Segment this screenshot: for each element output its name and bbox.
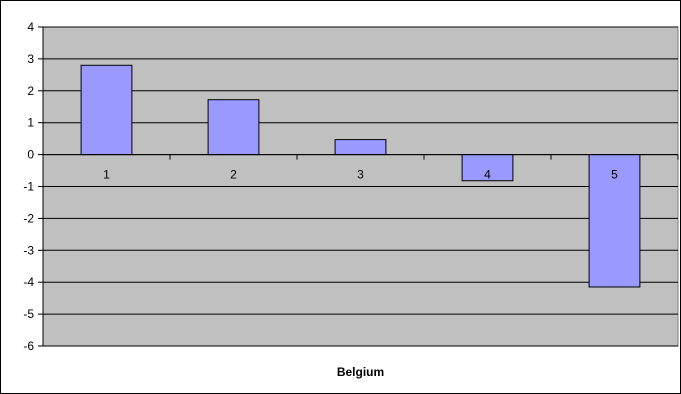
y-tick-label: 4 <box>27 20 34 34</box>
gridlines <box>43 26 678 347</box>
y-tick-label: -2 <box>23 211 34 225</box>
y-tick-label: 2 <box>27 84 34 98</box>
y-tick-label: 1 <box>27 116 34 130</box>
y-tick-label: -5 <box>23 307 34 321</box>
x-axis-title: Belgium <box>337 365 384 379</box>
x-tick-label: 1 <box>103 168 110 182</box>
y-tick-label: 3 <box>27 52 34 66</box>
bars <box>80 64 641 288</box>
x-tick-label: 2 <box>230 168 237 182</box>
y-tick-label: 0 <box>27 148 34 162</box>
y-tick-label: -3 <box>23 243 34 257</box>
x-tick-label: 4 <box>484 168 491 182</box>
bar <box>588 154 641 288</box>
y-tick-label: -4 <box>23 275 34 289</box>
x-tick-label: 5 <box>611 168 618 182</box>
bar <box>334 139 387 156</box>
y-tick-label: -1 <box>23 180 34 194</box>
x-tick-label: 3 <box>357 168 364 182</box>
bar <box>207 99 260 156</box>
y-tick-label: -6 <box>23 339 34 353</box>
y-axis: -6 -5 -4 -3 -2 -1 0 1 2 3 4 <box>23 20 44 353</box>
bar <box>461 154 514 182</box>
x-axis: 1 2 3 4 5 <box>42 154 679 182</box>
bar <box>80 64 133 156</box>
